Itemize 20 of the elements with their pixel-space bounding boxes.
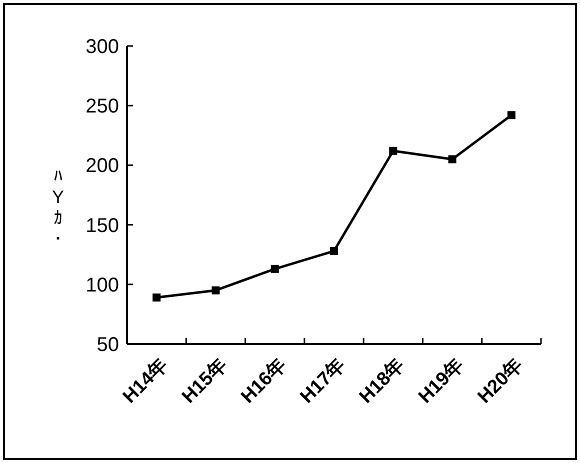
point bbox=[212, 286, 220, 294]
y-axis-title: ﾊYｶ･ bbox=[52, 166, 64, 249]
point bbox=[507, 111, 516, 120]
point bbox=[389, 146, 398, 155]
y-tick-label: 200 bbox=[86, 155, 119, 178]
point bbox=[152, 294, 161, 302]
x-tick-label: H16年 bbox=[237, 354, 290, 408]
point bbox=[330, 247, 338, 256]
x-tick-label: H18年 bbox=[356, 354, 409, 408]
x-tick-label: H15年 bbox=[178, 354, 232, 408]
y-tick-label: 300 bbox=[86, 36, 119, 58]
x-tick-label: H19年 bbox=[414, 354, 468, 408]
point bbox=[270, 264, 279, 273]
y-tick-label: 250 bbox=[86, 96, 119, 118]
y-tick-label: 50 bbox=[96, 334, 119, 356]
x-tick-label: H20年 bbox=[474, 354, 527, 408]
point bbox=[448, 155, 456, 164]
y-tick-label: 100 bbox=[86, 274, 119, 296]
y-tick-label: 150 bbox=[86, 214, 119, 237]
x-tick-label: H14年 bbox=[119, 354, 172, 408]
